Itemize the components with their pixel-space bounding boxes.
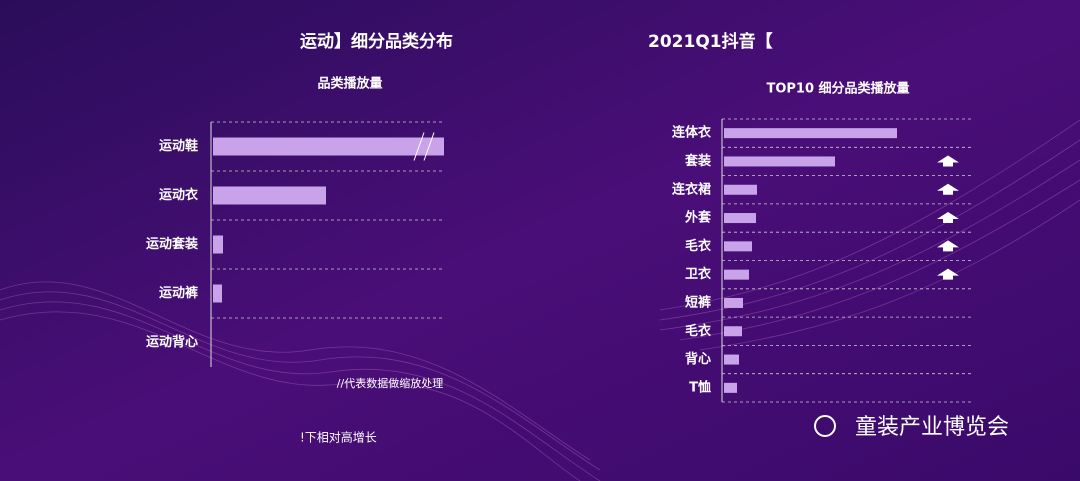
bar (724, 297, 743, 308)
bar (724, 156, 835, 167)
chart-subtitle: TOP10 细分品类播放量 (766, 81, 909, 97)
bar (724, 382, 737, 393)
chart-title: 运动】细分品类分布 (300, 31, 453, 52)
category-label: 连体衣 (672, 125, 711, 141)
up-arrow (937, 155, 959, 167)
category-label: 毛衣 (685, 323, 711, 339)
category-label: 连衣裙 (672, 181, 711, 197)
watermark: 童装产业博览会 (855, 415, 1009, 440)
category-label: 运动裤 (159, 285, 198, 301)
up-arrow (937, 268, 959, 280)
category-label: 运动衣 (159, 187, 198, 203)
break-mark (413, 132, 425, 161)
bar (724, 213, 756, 224)
bar (724, 354, 739, 365)
bar (724, 269, 749, 280)
bar (724, 128, 897, 139)
category-label: 运动背心 (146, 334, 198, 350)
chart-title: 2021Q1抖音【 (648, 31, 773, 52)
category-label: 运动套装 (146, 236, 198, 252)
category-label: 外套 (684, 210, 712, 226)
category-label: 毛衣 (685, 238, 711, 254)
up-arrow (937, 240, 959, 252)
chart-note: //代表数据做缩放处理 (337, 376, 443, 390)
bar (724, 326, 742, 337)
category-label: 背心 (685, 351, 711, 367)
category-label: 运动鞋 (159, 138, 198, 154)
bar (213, 186, 326, 205)
category-label: 短裤 (685, 294, 711, 310)
break-mark (423, 132, 435, 161)
bar (213, 235, 223, 254)
up-arrow (937, 183, 959, 195)
category-label: 卫衣 (685, 266, 711, 282)
bar (724, 241, 752, 252)
category-label: T恤 (689, 379, 711, 395)
watermark-icon (814, 415, 836, 437)
up-arrow (937, 212, 959, 224)
bar (213, 284, 222, 303)
category-label: 套装 (684, 153, 711, 169)
footer-text: !下相对高增长 (300, 430, 377, 445)
bar (213, 137, 444, 156)
chart-subtitle: 品类播放量 (317, 76, 382, 92)
bar (724, 184, 757, 195)
